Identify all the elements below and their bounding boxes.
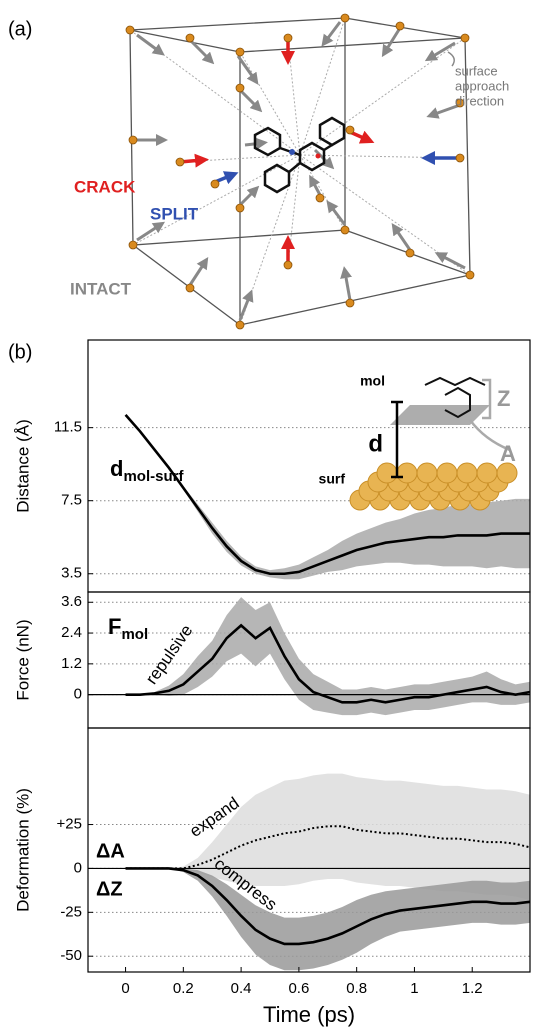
inset	[349, 376, 518, 511]
y-tick-label: -50	[60, 947, 82, 964]
cube	[129, 17, 471, 326]
x-tick-label: 0.4	[231, 980, 252, 997]
molecule	[253, 116, 346, 194]
error-band	[125, 868, 530, 971]
plane	[390, 405, 490, 425]
x-tick-label: 0.8	[346, 980, 367, 997]
y-tick-label: 0	[74, 859, 82, 876]
surface-atom	[496, 462, 518, 484]
y-tick-label: 3.5	[61, 565, 82, 582]
plot-area	[88, 597, 530, 716]
surface-atom	[456, 462, 478, 484]
colored-arrows	[179, 40, 460, 262]
y-axis-label: Deformation (%)	[13, 788, 32, 912]
surface-atom	[416, 462, 438, 484]
series-line	[125, 867, 530, 946]
molecule	[444, 386, 471, 419]
inset-label: d	[368, 430, 383, 457]
direction-label: approach	[455, 78, 509, 93]
y-tick-label: 1.2	[61, 655, 82, 672]
inset-label: surf	[319, 471, 346, 487]
x-axis-label: Time (ps)	[263, 1002, 355, 1027]
direction-label: surface	[455, 63, 498, 78]
series-line	[124, 414, 530, 576]
series-label: Fmol	[108, 614, 148, 643]
y-axis-label: Distance (Å)	[13, 419, 32, 513]
inset-label: A	[500, 441, 516, 466]
y-tick-label: +25	[57, 816, 82, 833]
inset-label: mol	[360, 373, 385, 389]
series-label: ΔZ	[96, 878, 123, 900]
series-label-sub: mol-surf	[123, 468, 184, 485]
series-line	[125, 623, 530, 704]
molecule	[424, 376, 486, 387]
surface-atom	[436, 462, 458, 484]
y-axis-label: Force (nN)	[13, 619, 32, 700]
gray-arrows	[133, 21, 466, 321]
surface-atom	[376, 462, 398, 484]
crack-label: CRACK	[74, 177, 136, 196]
y-tick-label: 11.5	[54, 419, 82, 436]
intact-label: INTACT	[70, 279, 132, 298]
y-tick-label: 3.6	[61, 593, 82, 610]
plot-area	[88, 773, 530, 971]
x-tick-label: 0.2	[173, 980, 194, 997]
split-label: SPLIT	[150, 204, 199, 223]
series-label-main: d	[110, 456, 123, 481]
panel-label: (b)	[8, 341, 32, 363]
x-tick-label: 0.6	[288, 980, 309, 997]
inset-label: Z	[497, 386, 510, 411]
corner-balls	[125, 13, 475, 330]
y-tick-label: 0	[74, 686, 82, 703]
series-label: dmol-surf	[110, 456, 184, 485]
x-tick-label: 0	[121, 980, 129, 997]
x-tick-label: 1.2	[462, 980, 483, 997]
y-tick-label: -25	[60, 903, 82, 920]
panel-a-diagram: (a)	[8, 13, 509, 330]
y-tick-label: 7.5	[61, 492, 82, 509]
surface-atom	[396, 462, 418, 484]
series-label-sub: mol	[121, 626, 148, 643]
rays	[129, 17, 471, 326]
y-tick-label: 2.4	[61, 624, 82, 641]
error-band	[125, 597, 530, 716]
plot-frame	[87, 727, 531, 973]
x-tick-label: 1	[410, 980, 418, 997]
panel-label: (a)	[8, 18, 32, 40]
series-label-main: F	[108, 614, 121, 639]
surface-atom	[476, 462, 498, 484]
z-bracket	[482, 378, 492, 420]
series-label: ΔA	[96, 840, 125, 862]
direction-label: direction	[455, 93, 504, 108]
a-pointer	[469, 419, 511, 452]
series-line	[125, 825, 530, 870]
